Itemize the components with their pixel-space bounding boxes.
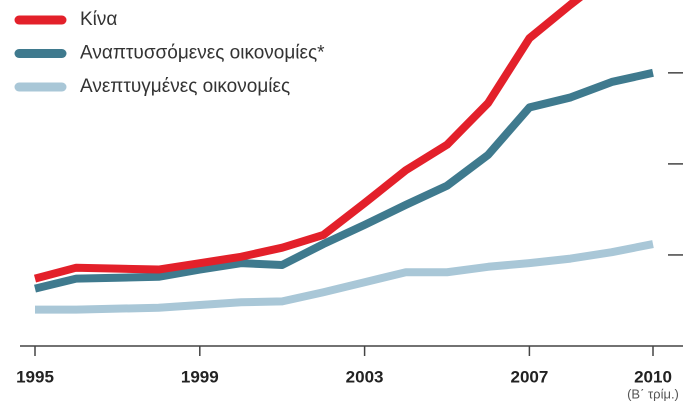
x-tick-label: 1999 <box>181 367 219 386</box>
x-tick-label: 1995 <box>16 367 54 386</box>
annotation: (Β΄ τρίμ.) <box>627 386 679 401</box>
x-tick-label: 2003 <box>346 367 384 386</box>
legend-label: Κίνα <box>80 9 117 30</box>
series-line <box>34 68 654 293</box>
x-tick-label: 2007 <box>510 367 548 386</box>
plot-area <box>33 0 654 314</box>
legend-label: Ανεπτυγμένες οικονομίες <box>80 76 290 97</box>
series-line <box>33 0 584 283</box>
legend-label: Αναπτυσσόμενες οικονομίες* <box>80 43 325 64</box>
series-line <box>35 240 654 314</box>
x-tick-label: 2010 <box>634 367 672 386</box>
